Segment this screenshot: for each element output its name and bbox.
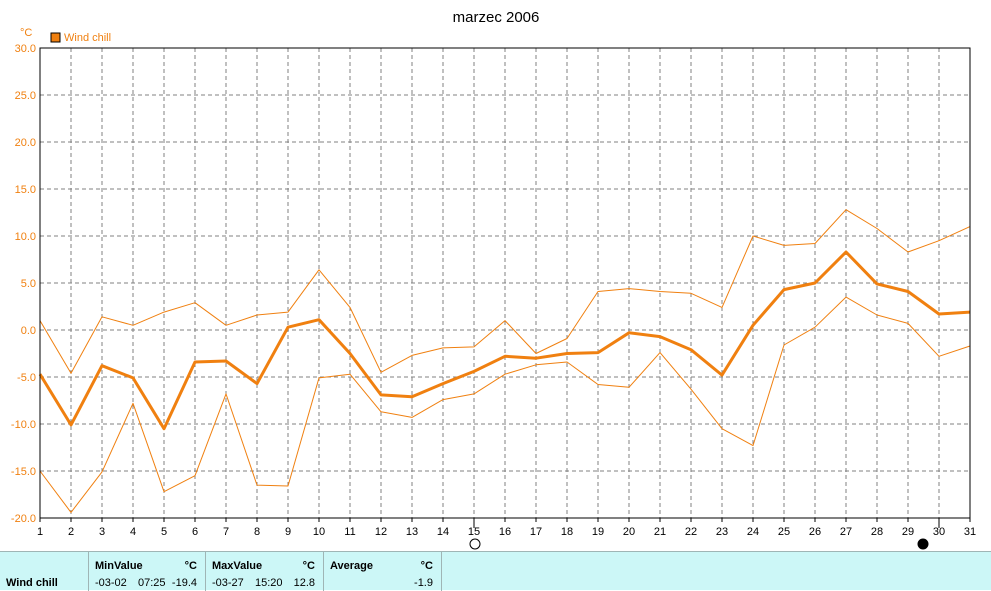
x-tick-label: 5 [161,526,167,538]
x-tick-label: 22 [685,526,697,538]
y-tick-label: 30.0 [15,43,36,55]
x-tick-label: 26 [809,526,821,538]
y-tick-label: 0.0 [21,325,36,337]
y-tick-label: -5.0 [17,372,36,384]
x-tick-label: 28 [871,526,883,538]
series-line-min [39,296,971,513]
y-tick-label: 15.0 [15,184,36,196]
min-value: -19.4 [171,577,197,589]
y-axis-ticks: 30.0 25.0 20.0 15.0 10.0 5.0 0.0 -5.0 -10.0 -15.0… [11,43,36,525]
stats-series-label: Wind chill [6,577,58,589]
x-tick-label: 23 [716,526,728,538]
y-tick-label: -20.0 [11,513,36,525]
x-tick-label: 30 [933,526,945,538]
avg-header: Average [330,560,374,572]
x-tick-label: 12 [375,526,387,538]
plot-frame [39,47,971,519]
y-tick-label: 25.0 [15,90,36,102]
series-line-average [38,250,971,431]
min-date: -03-02 [95,577,127,589]
x-tick-label: 27 [840,526,852,538]
min-header: MinValue [95,560,143,572]
x-tick-label: 3 [99,526,105,538]
x-tick-label: 19 [592,526,604,538]
x-tick-label: 18 [561,526,573,538]
max-time: 15:20 [255,577,283,589]
y-tick-label: -15.0 [11,466,36,478]
x-tick-label: 14 [437,526,449,538]
x-tick-label: 16 [499,526,511,538]
x-tick-label: 2 [68,526,74,538]
stats-max-cell: MaxValue °C -03-27 15:20 12.8 [206,552,324,591]
min-time: 07:25 [138,577,166,589]
max-value: 12.8 [293,577,315,589]
x-tick-label: 20 [623,526,635,538]
chart-title: marzec 2006 [453,9,540,26]
x-tick-label: 25 [778,526,790,538]
max-date: -03-27 [212,577,244,589]
grid [40,48,970,518]
y-tick-label: -10.0 [11,419,36,431]
x-tick-label: 17 [530,526,542,538]
x-tick-label: 13 [406,526,418,538]
x-tick-label: 7 [223,526,229,538]
x-tick-label: 31 [964,526,976,538]
x-tick-label: 6 [192,526,198,538]
x-tick-label: 8 [254,526,260,538]
y-tick-label: 5.0 [21,278,36,290]
stats-avg-cell: Average °C -1.9 [324,552,442,591]
avg-value: -1.9 [414,577,433,589]
x-tick-label: 4 [130,526,136,538]
new-moon-icon [917,538,929,550]
legend-swatch [50,32,61,43]
min-unit: °C [184,560,197,572]
legend-label: Wind chill [64,32,111,44]
max-unit: °C [302,560,315,572]
y-tick-label: 20.0 [15,137,36,149]
stats-min-cell: MinValue °C -03-02 07:25 -19.4 [89,552,206,591]
stats-series-cell: Wind chill [0,552,89,591]
x-tick-label: 15 [468,526,480,538]
x-tick-label: 11 [344,526,355,538]
series-line-max [39,209,971,374]
x-tick-label: 21 [654,526,666,538]
max-header: MaxValue [212,560,263,572]
x-tick-label: 10 [313,526,325,538]
x-tick-label: 1 [37,526,43,538]
x-axis-ticks: 1 2 3 4 5 6 7 8 9 10 11 12 13 14 15 16 17 18 19 20 21 22 23 24 2… [37,518,976,538]
full-moon-icon [469,538,481,550]
y-tick-label: 10.0 [15,231,36,243]
wind-chill-chart: marzec 2006 °C Wind chill 30.025.020.015… [11,9,976,550]
y-unit-label: °C [20,27,32,39]
x-tick-label: 9 [285,526,291,538]
series-lines [38,209,971,513]
stats-panel: Wind chill MinValue °C -03-02 07:25 -19.… [0,551,991,591]
x-tick-label: 24 [747,526,759,538]
avg-unit: °C [420,560,433,572]
x-tick-label: 29 [902,526,914,538]
